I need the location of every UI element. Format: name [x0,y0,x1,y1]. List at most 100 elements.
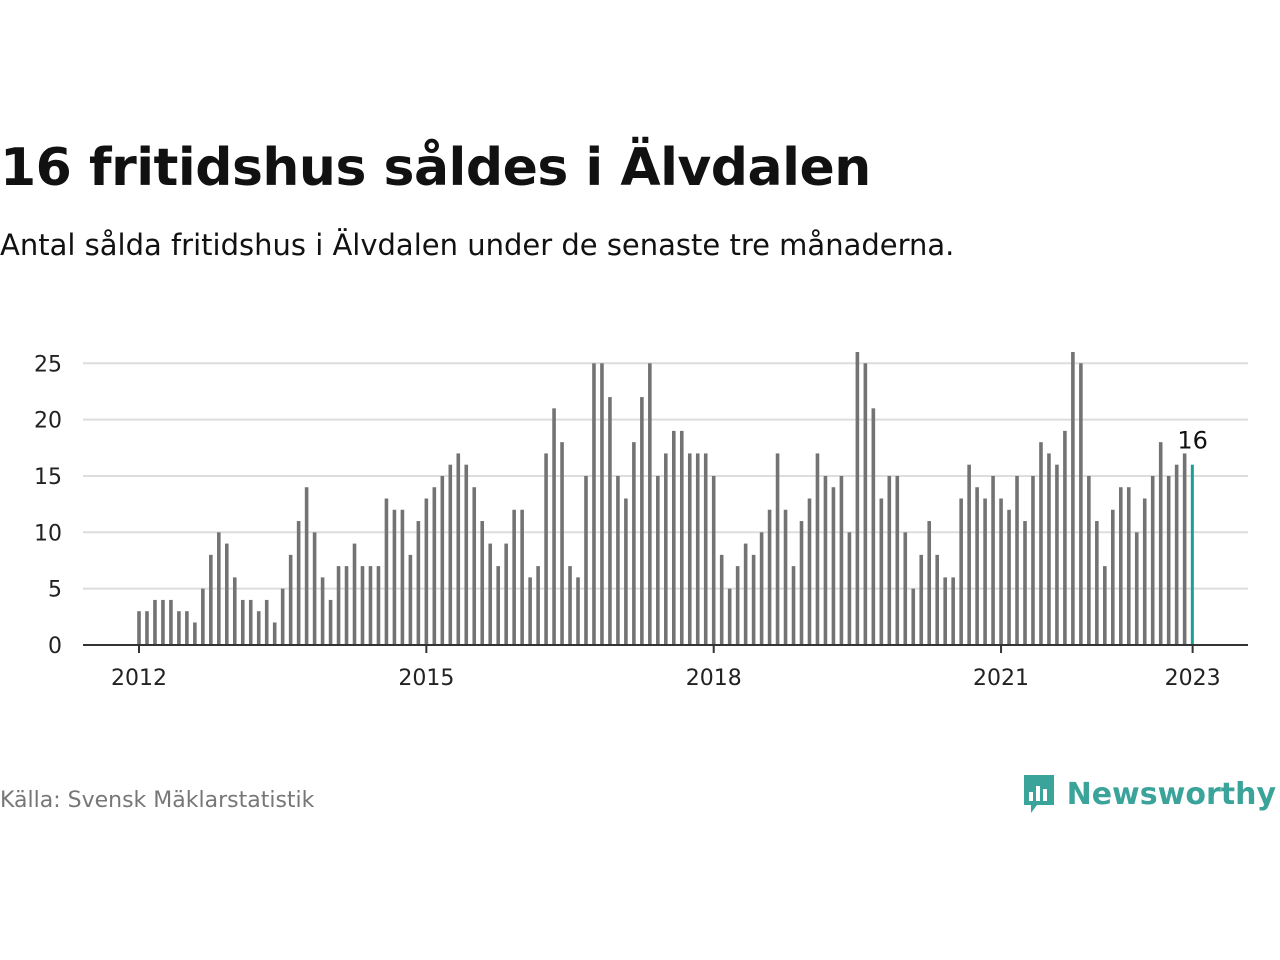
bar [1007,509,1011,645]
bar [1031,475,1035,645]
bar [1103,566,1107,645]
latest-value-label: 16 [1177,427,1208,455]
bar [943,577,947,645]
bar [448,464,453,645]
bar [959,498,963,645]
bar [895,475,900,645]
bar [847,532,852,645]
bar [767,509,772,645]
bar [991,475,995,645]
x-tick-label: 2023 [1165,666,1221,691]
bar [855,352,860,645]
bar [217,532,221,645]
bar [384,498,389,645]
y-tick-label: 10 [34,521,62,546]
bar [584,475,588,645]
bar [1039,442,1043,645]
bar [1166,475,1171,645]
bar [137,611,141,645]
bar [248,599,253,645]
bar [209,554,213,645]
bar [592,363,596,645]
x-tick-label: 2021 [973,666,1029,691]
bar [416,521,421,645]
bar [927,521,932,645]
bar [911,588,916,645]
bar [400,509,405,645]
bar [536,566,540,645]
bar [624,498,628,645]
bar [264,599,269,645]
bar [799,521,804,645]
bar [711,475,716,645]
bar [600,363,604,645]
bar [488,543,493,645]
bar [368,566,373,645]
bar [983,498,987,645]
axes: 0 5 10 15 20 25 2012 2015 2018 2021 2023 16 [34,352,1248,691]
bar [903,532,908,645]
bar [703,453,708,645]
bar [185,611,189,645]
bar [288,554,293,645]
bar [272,622,277,645]
bar [759,532,764,645]
bar [1079,363,1083,645]
bar [616,475,620,645]
y-tick-label: 20 [34,409,62,434]
bar [153,599,157,645]
bar [296,521,301,645]
bar-chart: 0 5 10 15 20 25 2012 2015 2018 2021 2023 16 [34,352,1248,691]
bar [727,588,732,645]
bar [560,442,564,645]
bar [336,566,341,645]
bar [871,408,876,645]
bar [169,599,173,645]
bar [456,453,461,645]
bar [328,599,333,645]
bar [544,453,548,645]
bar [1047,453,1051,645]
bar [1055,464,1059,645]
x-tick-label: 2015 [398,666,454,691]
bar [823,475,828,645]
bar [568,566,572,645]
chart-subtitle: Antal sålda fritidshus i Älvdalen under … [0,228,955,262]
bar [552,408,556,645]
bar [807,498,812,645]
bar [408,554,413,645]
bar [1071,352,1075,645]
bar [161,599,165,645]
newsworthy-bar-chart-icon [1023,775,1054,813]
bar [815,453,820,645]
bar [232,577,237,645]
bar [975,487,979,645]
bar [783,509,788,645]
bar [376,566,381,645]
bar [1111,509,1115,645]
bar [504,543,508,645]
bar [512,509,516,645]
bar [751,554,756,645]
bar [464,464,469,645]
bar [632,442,636,645]
x-tick-label: 2012 [111,666,167,691]
bar [576,577,580,645]
bar [1015,475,1019,645]
bar [735,566,740,645]
y-tick-label: 5 [48,578,62,603]
bar [839,475,844,645]
bar [480,521,485,645]
bar [320,577,325,645]
bar [177,611,181,645]
bar [648,363,652,645]
bar [951,577,955,645]
bar [256,611,261,645]
bar [775,453,780,645]
y-tick-label: 25 [34,352,62,377]
bar [863,363,868,645]
bar [879,498,884,645]
bar [201,588,205,645]
bar [695,453,700,645]
bar [999,498,1003,645]
